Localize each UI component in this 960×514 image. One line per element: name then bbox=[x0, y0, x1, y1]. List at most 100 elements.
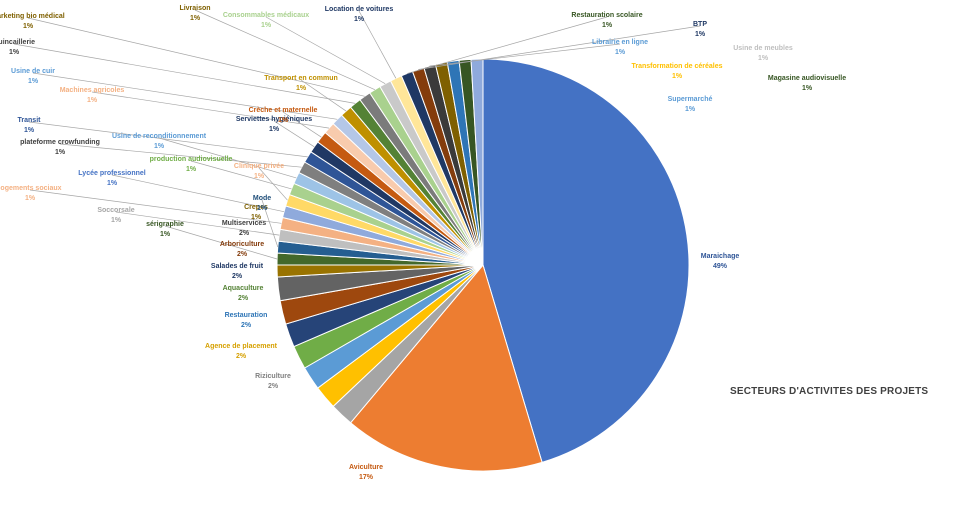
slice-label-name: Supermarché bbox=[668, 96, 713, 103]
slice-label: Machines agricoles 1% bbox=[60, 87, 125, 104]
slice-label-percent: 1% bbox=[111, 217, 122, 224]
slice-label-percent: 1% bbox=[87, 97, 98, 104]
slice-label-percent: 2% bbox=[268, 383, 279, 390]
slice-label-percent: 1% bbox=[685, 106, 696, 113]
slice-label: Aquaculture 2% bbox=[223, 285, 264, 302]
slice-label-percent: 1% bbox=[278, 117, 289, 124]
slice-label-percent: 1% bbox=[672, 73, 683, 80]
slice-label-name: Aquaculture bbox=[223, 285, 264, 292]
slice-label: Mode 1% bbox=[253, 195, 271, 212]
slice-label-percent: 17% bbox=[359, 474, 374, 481]
slice-label-percent: 1% bbox=[602, 22, 613, 29]
pie-slice bbox=[470, 58, 484, 266]
slice-label-name: Livraison bbox=[179, 5, 210, 12]
slice-label: Transport en commun 1% bbox=[264, 75, 338, 92]
slice-label: Marketing bio médical 1% bbox=[0, 13, 65, 30]
slice-label: Clinique privée 1% bbox=[234, 163, 284, 180]
slice-label-percent: 1% bbox=[9, 49, 20, 56]
slice-label: Aviculture 17% bbox=[349, 464, 383, 481]
slice-label: sérigraphie 1% bbox=[146, 221, 184, 238]
slice-label-name: Mode bbox=[253, 195, 271, 202]
slice-label-name: Restauration bbox=[225, 312, 268, 319]
slice-label-name: Agence de placement bbox=[205, 343, 278, 350]
slice-label: Riziculture 2% bbox=[255, 373, 291, 390]
slice-label-name: Magasine audiovisuelle bbox=[768, 75, 846, 82]
slice-label: Location de voitures 1% bbox=[325, 6, 394, 23]
slice-label: plateforme crowfunding 1% bbox=[20, 139, 100, 156]
slice-label: Transit 1% bbox=[18, 117, 42, 134]
slice-label: Restauration scolaire 1% bbox=[571, 12, 642, 29]
leader-line bbox=[115, 211, 280, 236]
leader-line bbox=[194, 9, 376, 91]
slice-label-percent: 1% bbox=[254, 173, 265, 180]
slice-label-percent: 2% bbox=[232, 273, 243, 280]
slice-label: BTP 1% bbox=[693, 21, 707, 38]
slice-label: Librairie en ligne 1% bbox=[592, 39, 648, 56]
slice-label: Usine de meubles 1% bbox=[733, 45, 793, 62]
slice-label-percent: 1% bbox=[23, 23, 34, 30]
slice-label: logements sociaux 1% bbox=[0, 185, 62, 202]
leader-line bbox=[111, 174, 285, 213]
slice-label-name: Maraichage bbox=[701, 253, 740, 260]
slice-label-name: logements sociaux bbox=[0, 185, 62, 192]
slice-label: Magasine audiovisuelle 1% bbox=[768, 75, 846, 92]
slice-label-name: Arboriculture bbox=[220, 241, 264, 248]
leader-line bbox=[429, 43, 621, 67]
leader-line bbox=[13, 43, 356, 104]
slice-label-percent: 2% bbox=[239, 230, 250, 237]
leader-line bbox=[27, 17, 365, 97]
slice-label-name: Clinique privée bbox=[234, 163, 284, 170]
slice-label-name: BTP bbox=[693, 21, 707, 28]
leader-line bbox=[158, 137, 297, 179]
slice-label: production audiovisuelle 1% bbox=[150, 156, 233, 173]
slice-label-name: production audiovisuelle bbox=[150, 156, 233, 163]
slice-label: Soccorsale 1% bbox=[97, 207, 134, 224]
slice-label-name: Soccorsale bbox=[97, 207, 134, 214]
slice-label-percent: 2% bbox=[236, 353, 247, 360]
slice-label: Serviettes hygiéniques 1% bbox=[236, 116, 312, 133]
slice-label-percent: 1% bbox=[354, 16, 365, 23]
slice-label-percent: 1% bbox=[190, 15, 201, 22]
slice-label-percent: 1% bbox=[107, 180, 118, 187]
slice-label-name: Librairie en ligne bbox=[592, 39, 648, 46]
pie-slice bbox=[482, 58, 690, 463]
slice-label: Usine de cuir 1% bbox=[11, 68, 55, 85]
slice-label: Arboriculture 2% bbox=[220, 241, 264, 258]
slice-label-name: Consommables médicaux bbox=[223, 12, 309, 19]
slice-label-name: Salades de fruit bbox=[211, 263, 264, 270]
slice-label-name: Machines agricoles bbox=[60, 87, 125, 94]
slice-label-percent: 1% bbox=[269, 126, 280, 133]
slice-label: Crèche et maternelle 1% bbox=[249, 107, 318, 124]
leader-line bbox=[265, 16, 386, 85]
slice-label-percent: 1% bbox=[251, 214, 262, 221]
slice-label-name: Marketing bio médical bbox=[0, 13, 65, 20]
leader-line bbox=[164, 225, 278, 260]
leader-line bbox=[300, 79, 347, 112]
chart-title: SECTEURS D'ACTIVITES DES PROJETS bbox=[730, 386, 929, 397]
slice-label-percent: 1% bbox=[55, 149, 66, 156]
slice-label: Agence de placement 2% bbox=[205, 343, 278, 360]
slice-label-name: Aviculture bbox=[349, 464, 383, 471]
slice-label-percent: 2% bbox=[238, 295, 249, 302]
slice-label-percent: 1% bbox=[28, 78, 39, 85]
leader-line bbox=[32, 72, 338, 120]
slice-label-name: Restauration scolaire bbox=[571, 12, 642, 19]
leader-line bbox=[358, 10, 397, 79]
slice-label: Lycée professionnel 1% bbox=[78, 170, 145, 187]
leader-line bbox=[59, 143, 302, 168]
slice-label: Supermarché 1% bbox=[668, 96, 713, 113]
slice-label-percent: 1% bbox=[615, 49, 626, 56]
slice-label: Consommables médicaux 1% bbox=[223, 12, 309, 29]
slice-label-name: plateforme crowfunding bbox=[20, 139, 100, 146]
slice-label: Crepes 1% bbox=[244, 204, 268, 221]
slice-label-name: sérigraphie bbox=[146, 221, 184, 228]
slice-label-percent: 1% bbox=[296, 85, 307, 92]
leader-line bbox=[91, 91, 330, 129]
leader-line bbox=[406, 16, 608, 74]
slice-label-name: Quincaillerie bbox=[0, 39, 35, 46]
slice-label-percent: 2% bbox=[241, 322, 252, 329]
slice-label: Salades de fruit 2% bbox=[211, 263, 264, 280]
pie-slice bbox=[349, 263, 543, 472]
slice-label-percent: 2% bbox=[237, 251, 248, 258]
